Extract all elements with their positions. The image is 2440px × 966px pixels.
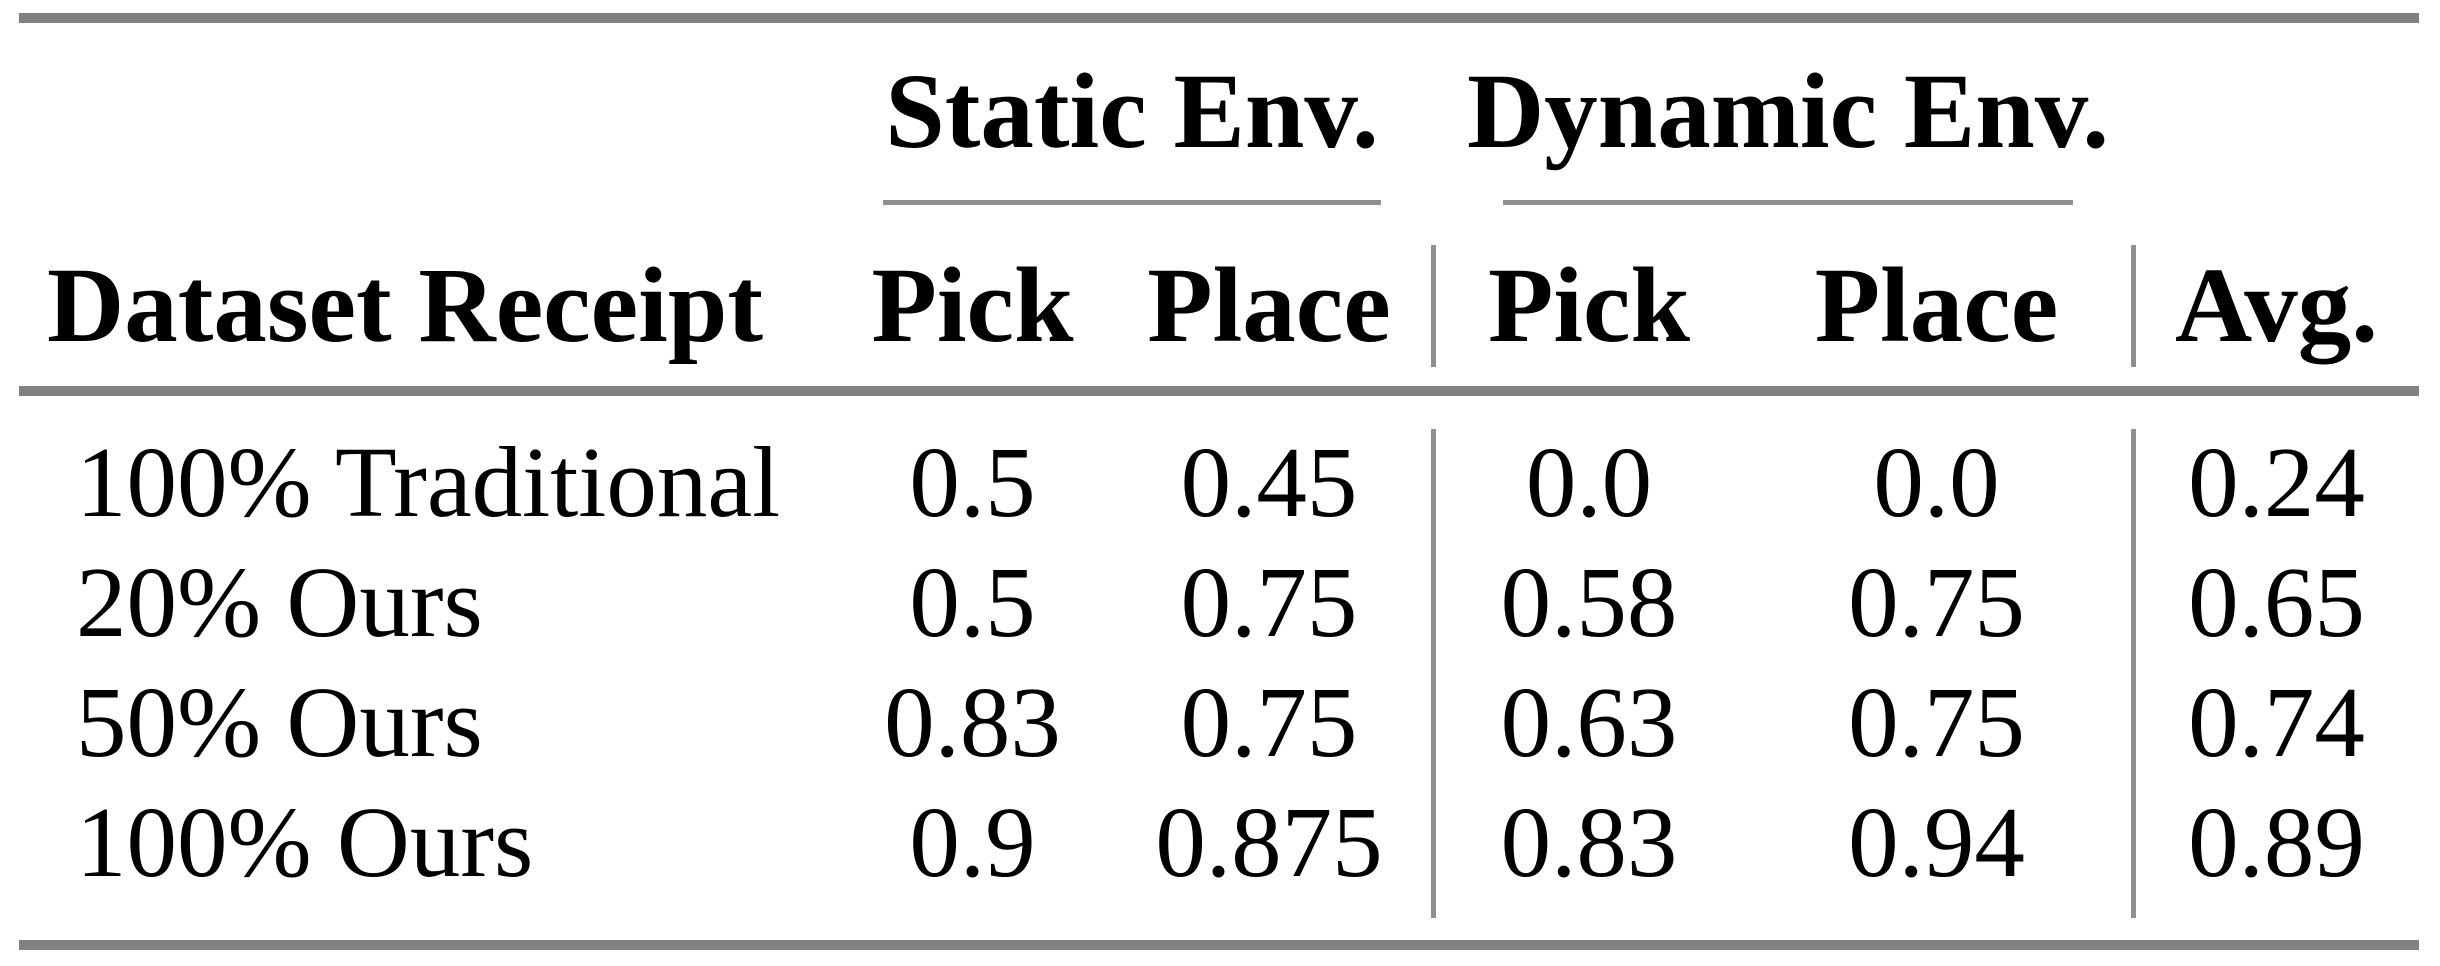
cell-value: 0.75: [1180, 666, 1358, 778]
row-label: 100% Traditional: [76, 426, 781, 538]
cell-value: 0.83: [884, 666, 1061, 778]
table-row: 100% Traditional 0.5 0.45 0.0 0.0 0.24: [19, 422, 2420, 542]
column-header-static-pick: Pick: [871, 247, 1074, 365]
table-row: 50% Ours 0.83 0.75 0.63 0.75 0.74: [19, 662, 2420, 782]
cell-value: 0.75: [1848, 666, 2025, 778]
table-top-rule: [19, 13, 2419, 23]
column-separator: [1431, 429, 1436, 918]
row-label: 20% Ours: [76, 546, 483, 658]
column-separator: [2131, 429, 2136, 918]
column-header-dynamic-pick: Pick: [1487, 247, 1691, 365]
cell-value: 0.5: [909, 546, 1036, 658]
cell-value: 0.45: [1180, 426, 1358, 538]
column-header-avg: Avg.: [2174, 247, 2379, 365]
column-header-row: Dataset Receipt Pick Place Pick Place Av…: [19, 245, 2420, 367]
cell-value: 0.24: [2188, 426, 2365, 538]
cell-value: 0.63: [1500, 666, 1678, 778]
cell-value: 0.0: [1873, 426, 2000, 538]
cell-value: 0.5: [909, 426, 1036, 538]
cell-value: 0.75: [1848, 546, 2025, 658]
column-header-dataset-receipt: Dataset Receipt: [47, 247, 764, 365]
column-header-static-place: Place: [1147, 247, 1391, 365]
cell-value: 0.74: [2188, 666, 2365, 778]
group-header-static-env: Static Env.: [885, 52, 1379, 171]
cell-value: 0.65: [2188, 546, 2365, 658]
cell-value: 0.94: [1848, 786, 2025, 898]
dynamic-env-underline: [1503, 200, 2073, 205]
column-header-dynamic-place: Place: [1814, 247, 2059, 365]
static-env-underline: [883, 200, 1381, 205]
table-mid-rule: [19, 386, 2419, 396]
cell-value: 0.89: [2188, 786, 2365, 898]
cell-value: 0.58: [1500, 546, 1678, 658]
row-label: 100% Ours: [76, 786, 534, 898]
column-separator: [1431, 245, 1436, 367]
row-label: 50% Ours: [76, 666, 483, 778]
cell-value: 0.9: [909, 786, 1036, 898]
table-row: 20% Ours 0.5 0.75 0.58 0.75 0.65: [19, 542, 2420, 662]
cell-value: 0.875: [1155, 786, 1383, 898]
group-header-dynamic-env: Dynamic Env.: [1466, 52, 2110, 171]
table-row: 100% Ours 0.9 0.875 0.83 0.94 0.89: [19, 782, 2420, 902]
cell-value: 0.75: [1180, 546, 1358, 658]
cell-value: 0.83: [1500, 786, 1678, 898]
cell-value: 0.0: [1525, 426, 1653, 538]
column-separator: [2131, 245, 2136, 367]
table-bottom-rule: [19, 940, 2419, 950]
